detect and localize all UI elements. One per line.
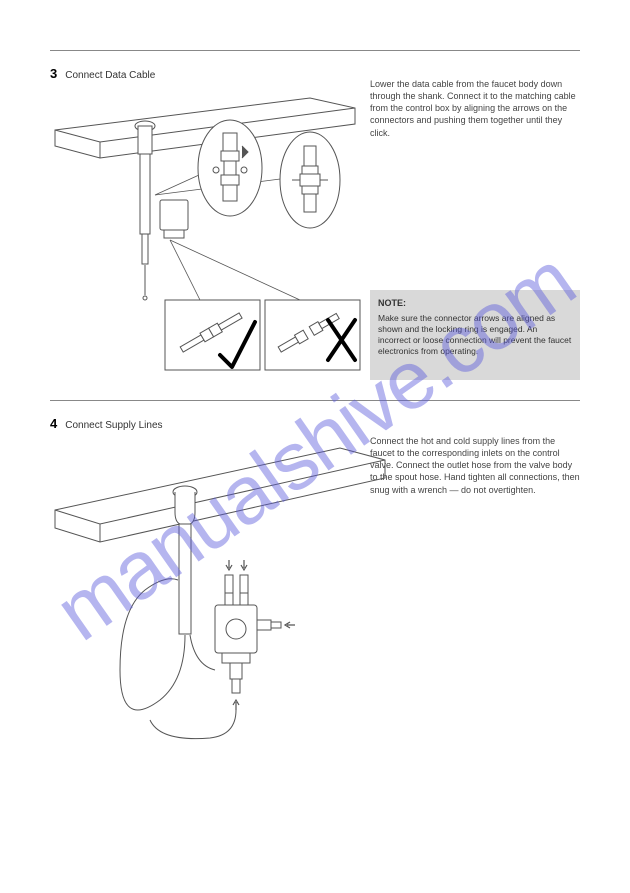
divider-top-1 — [50, 50, 580, 51]
diagram-step-3 — [50, 90, 380, 380]
note-title: NOTE: — [378, 298, 572, 310]
step-3-title: Connect Data Cable — [65, 69, 155, 82]
step-3-number: 3 — [50, 66, 57, 81]
step-4-title: Connect Supply Lines — [65, 419, 162, 432]
diagram-step-4 — [50, 440, 390, 750]
note-body: Make sure the connector arrows are align… — [378, 313, 572, 357]
step-4-number: 4 — [50, 416, 57, 431]
figure-area-2 — [50, 440, 580, 750]
divider-top-2 — [50, 400, 580, 401]
note-box: NOTE: Make sure the connector arrows are… — [370, 290, 580, 380]
figure-area-1: NOTE: Make sure the connector arrows are… — [50, 90, 580, 380]
section-step-3: 3 Connect Data Cable Lower the data cabl… — [50, 50, 580, 380]
page-container: 3 Connect Data Cable Lower the data cabl… — [0, 0, 630, 893]
step-4-header: 4 Connect Supply Lines — [50, 416, 580, 432]
section-step-4: 4 Connect Supply Lines Connect the hot a… — [50, 400, 580, 750]
